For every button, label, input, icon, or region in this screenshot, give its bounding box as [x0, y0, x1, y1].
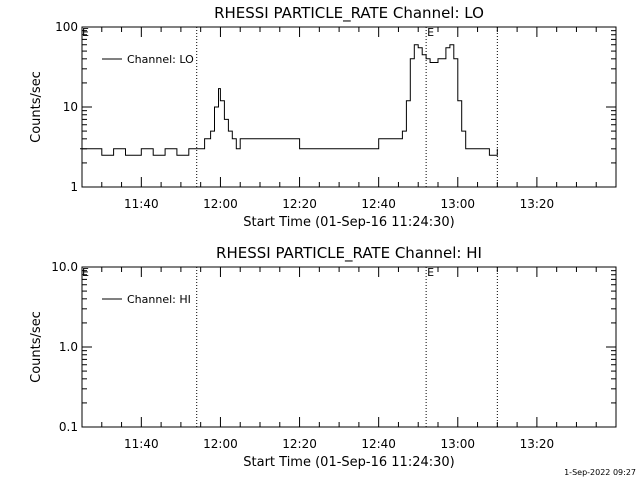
panel-2-x-tick-label-1: 12:00	[203, 437, 238, 451]
panel-1-x-tick-label-4: 13:00	[440, 197, 475, 211]
panel-1-y-tick-label-0: 1	[70, 180, 78, 194]
panel-1-y-axis-label: Counts/sec	[29, 71, 44, 143]
panel-1-marker-1: E	[427, 26, 434, 39]
panel-2-x-tick-label-0: 11:40	[124, 437, 159, 451]
panel-2-y-axis-label: Counts/sec	[29, 311, 44, 383]
panel-1-plot-frame	[81, 26, 617, 188]
panel-2-x-tick-label-3: 12:40	[361, 437, 396, 451]
panel-2-x-tick-label-5: 13:20	[520, 437, 555, 451]
panel-1-x-tick-label-3: 12:40	[361, 197, 396, 211]
panel-2-y-tick-label-2: 10.0	[51, 260, 78, 274]
panel-2-x-tick-label-4: 13:00	[440, 437, 475, 451]
panel-1-x-tick-label-5: 13:20	[520, 197, 555, 211]
footer-timestamp: 1-Sep-2022 09:27	[564, 468, 636, 477]
panel-1-x-axis-label: Start Time (01-Sep-16 11:24:30)	[243, 215, 454, 230]
panel-1-y-tick-label-1: 10	[63, 100, 78, 114]
panel-1-series-0-line	[80, 44, 498, 156]
panel-1-title: RHESSI PARTICLE_RATE Channel: LO	[214, 4, 484, 23]
panel-2-x-tick-label-2: 12:20	[282, 437, 317, 451]
panel-1-x-tick-label-2: 12:20	[282, 197, 317, 211]
panel-1-legend-label: Channel: LO	[127, 53, 194, 66]
panel-2-x-axis-label: Start Time (01-Sep-16 11:24:30)	[243, 455, 454, 470]
panel-2-marker-1: E	[427, 266, 434, 279]
panel-1-x-tick-label-0: 11:40	[124, 197, 159, 211]
panel-2-title: RHESSI PARTICLE_RATE Channel: HI	[216, 244, 482, 263]
panel-2-marker-0: E	[82, 266, 89, 279]
panel-1-marker-0: E	[82, 26, 89, 39]
panel-2-y-tick-label-1: 1.0	[59, 340, 78, 354]
panel-2-y-tick-label-0: 0.1	[59, 420, 78, 434]
panel-1-x-tick-label-1: 12:00	[203, 197, 238, 211]
panel-1-y-tick-label-2: 100	[55, 20, 78, 34]
panel-2-legend-label: Channel: HI	[127, 293, 191, 306]
panel-2-plot-frame	[81, 266, 617, 428]
